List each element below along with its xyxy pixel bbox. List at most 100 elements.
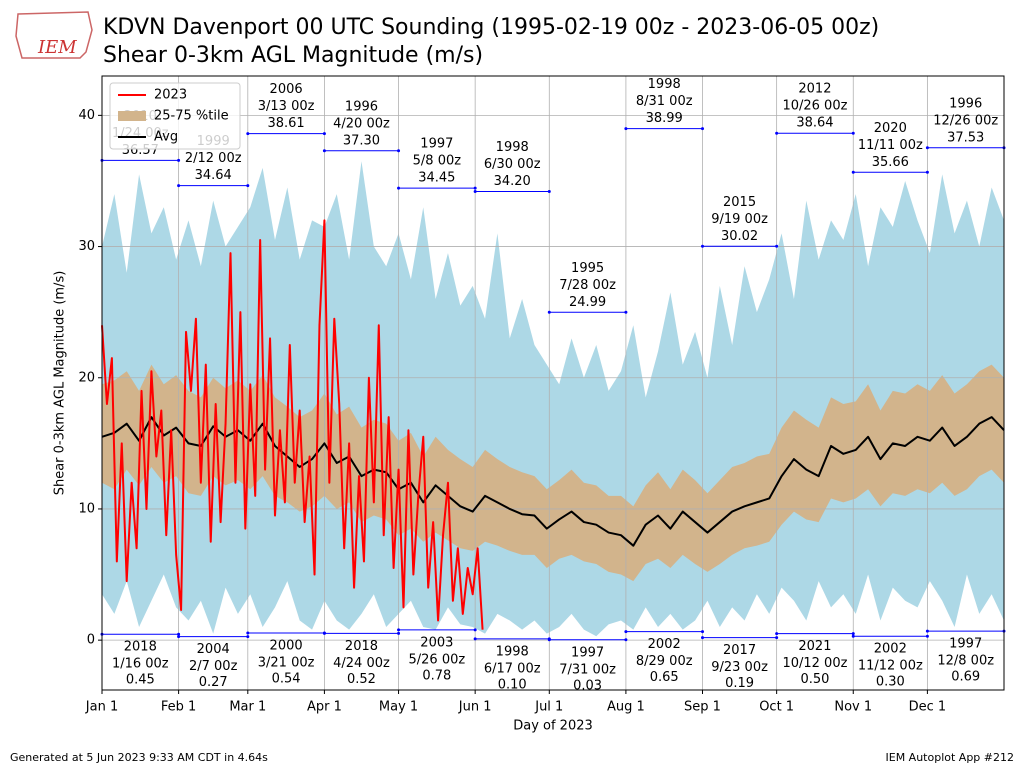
month-stat-marker: [624, 127, 628, 131]
month-stat-marker: [775, 244, 779, 248]
chart-title: KDVN Davenport 00 UTC Sounding (1995-02-…: [103, 15, 879, 40]
stat-date: 3/21 00z: [258, 656, 315, 671]
x-tick-label: Dec 1: [909, 700, 947, 715]
stat-year: 1998: [496, 140, 529, 155]
month-stat-marker: [246, 635, 250, 639]
stat-value: 37.30: [343, 133, 380, 148]
stat-date: 6/30 00z: [484, 157, 541, 172]
month-stat-marker: [397, 628, 401, 632]
month-stat-marker: [397, 149, 401, 153]
month-stat-marker: [775, 636, 779, 640]
x-tick-label: May 1: [379, 700, 418, 715]
stat-value: 37.53: [947, 130, 984, 145]
month-stat-marker: [177, 632, 181, 636]
stat-year: 1997: [420, 137, 453, 152]
stat-value: 0.30: [876, 675, 905, 690]
stat-date: 12/26 00z: [933, 113, 998, 128]
stat-year: 2017: [723, 643, 756, 658]
month-stat-marker: [925, 170, 929, 174]
stat-date: 7/31 00z: [559, 662, 616, 677]
x-axis-label: Day of 2023: [513, 719, 593, 734]
stat-date: 10/26 00z: [782, 99, 847, 114]
y-tick-label: 30: [78, 239, 95, 254]
stat-year: 2021: [798, 639, 831, 654]
stat-date: 1/16 00z: [112, 657, 169, 672]
month-stat-marker: [177, 635, 181, 639]
x-tick-label: Apr 1: [307, 700, 342, 715]
stat-year: 2002: [874, 642, 907, 657]
month-stat-marker: [246, 132, 250, 136]
x-tick-label: Mar 1: [229, 700, 266, 715]
stat-value: 0.52: [347, 672, 376, 687]
footer-left: Generated at 5 Jun 2023 9:33 AM CDT in 4…: [10, 751, 268, 764]
y-tick-label: 20: [78, 370, 95, 385]
stat-value: 34.45: [418, 171, 455, 186]
month-stat-marker: [322, 631, 326, 635]
stat-date: 4/24 00z: [333, 656, 390, 671]
stat-date: 5/26 00z: [409, 652, 466, 667]
stat-year: 1998: [648, 77, 681, 92]
stat-date: 10/12 00z: [782, 656, 847, 671]
stat-value: 0.03: [573, 678, 602, 693]
legend-label: 25-75 %tile: [154, 109, 229, 124]
month-stat-marker: [624, 630, 628, 634]
month-stat-marker: [177, 158, 181, 162]
stat-date: 9/23 00z: [711, 660, 768, 675]
stat-year: 2000: [270, 639, 303, 654]
stat-value: 38.64: [796, 116, 833, 131]
stat-value: 0.10: [498, 677, 527, 692]
stat-date: 9/19 00z: [711, 212, 768, 227]
stat-date: 3/13 00z: [258, 99, 315, 114]
month-stat-marker: [701, 630, 705, 634]
month-stat-marker: [775, 632, 779, 636]
stat-year: 2006: [270, 82, 303, 97]
stat-date: 7/28 00z: [559, 278, 616, 293]
stat-year: 2002: [648, 637, 681, 652]
stat-value: 35.66: [872, 155, 909, 170]
logo-text: IEM: [37, 37, 77, 58]
month-stat-marker: [851, 170, 855, 174]
stat-value: 24.99: [569, 295, 606, 310]
stat-year: 2003: [420, 635, 453, 650]
month-stat-marker: [701, 636, 705, 640]
x-tick-label: Jul 1: [534, 700, 563, 715]
month-stat-marker: [547, 189, 551, 193]
x-tick-label: Jun 1: [458, 700, 492, 715]
stat-year: 2012: [798, 82, 831, 97]
stat-value: 38.61: [267, 116, 304, 131]
month-stat-marker: [925, 634, 929, 638]
stat-date: 11/12 00z: [858, 659, 923, 674]
stat-date: 12/8 00z: [937, 654, 994, 669]
stat-date: 2/7 00z: [189, 659, 238, 674]
y-axis-label: Shear 0-3km AGL Magnitude (m/s): [53, 271, 68, 496]
stat-date: 8/31 00z: [636, 94, 693, 109]
stat-value: 0.54: [272, 672, 301, 687]
x-tick-label: Oct 1: [759, 700, 794, 715]
plot-frame: [101, 75, 1005, 691]
y-tick-label: 40: [78, 108, 95, 123]
x-tick-label: Sep 1: [684, 700, 721, 715]
stat-year: 1997: [571, 645, 604, 660]
month-stat-marker: [624, 638, 628, 642]
legend-label: 2023: [154, 88, 187, 103]
stat-year: 1998: [496, 644, 529, 659]
stat-value: 0.78: [422, 668, 451, 683]
stat-year: 2018: [124, 640, 157, 655]
month-stat-marker: [246, 184, 250, 188]
month-stat-marker: [177, 184, 181, 188]
month-stat-marker: [473, 186, 477, 190]
month-stat-marker: [701, 244, 705, 248]
stat-date: 8/29 00z: [636, 654, 693, 669]
stat-value: 0.50: [800, 672, 829, 687]
month-stat-marker: [925, 146, 929, 150]
chart-subtitle: Shear 0-3km AGL Magnitude (m/s): [103, 43, 483, 68]
month-stat-marker: [473, 637, 477, 641]
y-tick-label: 10: [78, 501, 95, 516]
month-stat-marker: [775, 131, 779, 135]
x-tick-label: Nov 1: [834, 700, 872, 715]
x-tick-label: Feb 1: [161, 700, 196, 715]
stat-year: 2015: [723, 195, 756, 210]
month-stat-marker: [851, 634, 855, 638]
month-stat-marker: [322, 149, 326, 153]
month-stat-marker: [322, 132, 326, 136]
